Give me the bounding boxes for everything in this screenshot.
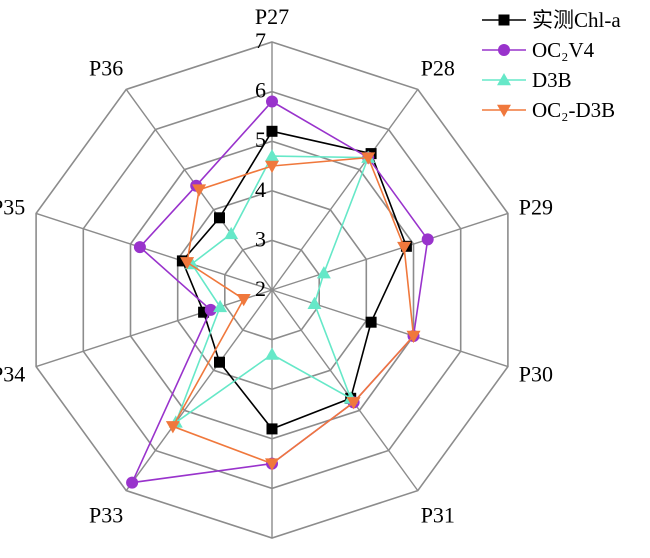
tick-label: 2 <box>255 276 266 301</box>
grid-spoke <box>125 289 273 492</box>
legend-item: D3B <box>482 68 572 92</box>
grid-spoke <box>35 212 273 291</box>
legend-label: OC₂-D3B <box>532 98 615 122</box>
data-point <box>498 14 510 26</box>
series-line <box>181 130 408 430</box>
data-point <box>126 476 139 489</box>
series <box>165 152 421 471</box>
category-label: P33 <box>89 502 123 527</box>
category-label: P28 <box>421 56 455 81</box>
data-point <box>497 73 511 86</box>
category-label: P27 <box>255 4 289 29</box>
category-label: P30 <box>519 361 553 386</box>
category-label: P32 <box>255 554 289 558</box>
grid-spoke <box>35 289 273 368</box>
data-point <box>498 44 510 56</box>
tick-label: 7 <box>255 28 266 53</box>
data-point <box>307 296 322 310</box>
data-point <box>266 95 278 108</box>
data-point <box>224 226 239 240</box>
tick-label: 5 <box>255 127 266 152</box>
data-point <box>421 233 434 246</box>
grid-spoke <box>271 289 509 368</box>
data-point <box>192 184 207 197</box>
legend-item: 实测Chl-a <box>482 8 621 32</box>
tick-label: 3 <box>255 226 266 251</box>
legend-label: D3B <box>532 68 572 92</box>
radial-tick-labels: 2 3 4 5 6 7 <box>255 28 266 301</box>
data-point <box>365 316 377 328</box>
legend-label: OC₂V4 <box>532 38 595 62</box>
data-point <box>266 423 278 435</box>
series-layer <box>126 95 434 489</box>
data-point <box>265 149 279 162</box>
grid-spoke <box>271 88 419 291</box>
category-label: P36 <box>89 56 123 81</box>
data-point <box>180 257 195 270</box>
data-point <box>316 266 331 279</box>
data-point <box>265 347 279 360</box>
data-point <box>198 306 210 318</box>
data-point <box>236 293 251 307</box>
category-label: P29 <box>519 195 553 220</box>
data-point <box>397 241 412 255</box>
data-point <box>214 356 225 368</box>
legend: 实测Chl-a OC₂V4 D3B OC₂-D3B <box>476 4 648 128</box>
category-label: P34 <box>0 361 25 386</box>
category-label: P31 <box>421 502 455 527</box>
data-point <box>406 330 421 343</box>
tick-label: 6 <box>255 78 266 103</box>
grid-spoke <box>271 212 509 291</box>
data-point <box>266 125 278 137</box>
legend-label: 实测Chl-a <box>532 8 621 32</box>
data-point <box>265 160 279 173</box>
data-point <box>361 152 376 165</box>
legend-item: OC₂-D3B <box>482 98 615 122</box>
legend-item: OC₂V4 <box>482 38 595 62</box>
data-point <box>346 397 361 410</box>
data-point <box>497 104 511 117</box>
data-point <box>213 299 228 313</box>
data-point <box>204 303 217 316</box>
category-labels: P27 P28 P29 P30 P31 P32 P33 P34 P35 P36 <box>0 4 553 558</box>
category-label: P35 <box>0 195 25 220</box>
data-point <box>214 212 225 224</box>
data-point <box>165 421 180 434</box>
grid-spoke <box>271 289 419 492</box>
tick-label: 4 <box>255 177 266 202</box>
data-point <box>265 458 279 471</box>
data-point <box>133 241 146 254</box>
